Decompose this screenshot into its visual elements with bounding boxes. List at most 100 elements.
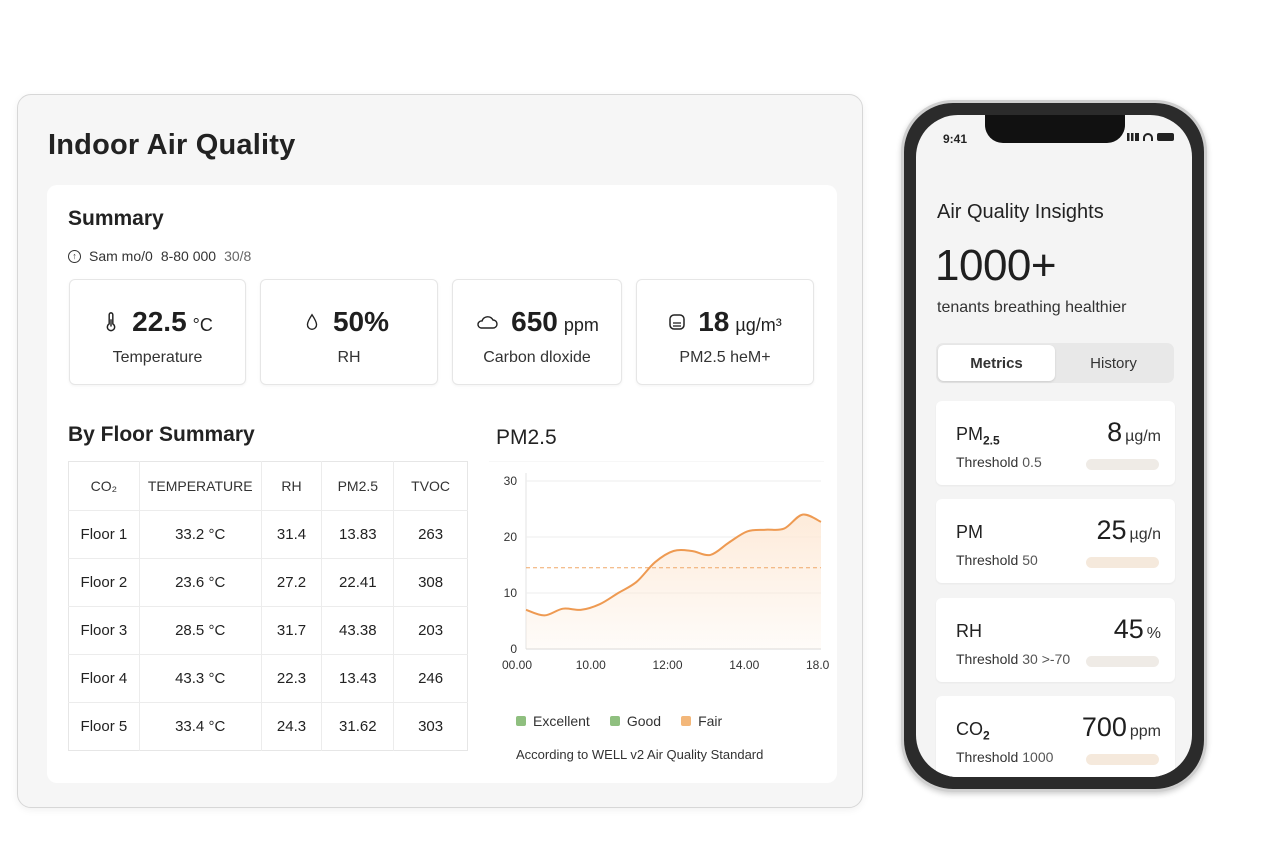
metric-label: PM2.5 heM+: [679, 349, 771, 366]
table-row[interactable]: Floor 1 33.2 °C 31.4 13.83 263: [68, 510, 468, 559]
metric-value: 18: [698, 306, 730, 337]
table-header-row: CO₂ TEMPERATURE RH PM2.5 TVOC: [68, 461, 468, 511]
x-tick-label: 12:00: [652, 658, 682, 672]
series-area: [526, 514, 821, 649]
table-cell: 27.2: [261, 558, 323, 607]
y-tick-label: 20: [504, 530, 518, 544]
series-line: [525, 513, 822, 617]
table-cell: Floor 3: [68, 606, 140, 655]
metric-value: 8 µg/m: [1107, 417, 1161, 447]
metric-name: PM2.5: [956, 424, 1000, 448]
table-cell: 28.5 °C: [139, 606, 262, 655]
tab-history[interactable]: History: [1090, 354, 1137, 372]
metric-card-pm25[interactable]: PM2.5 Threshold 0.5 8 µg/m: [936, 401, 1175, 485]
tenants-caption: tenants breathing healthier: [937, 299, 1127, 316]
threshold-bar: [1086, 656, 1159, 667]
metric-card-pm25[interactable]: 18 µg/m³ PM2.5 heM+: [636, 279, 814, 385]
table-cell: 31.4: [261, 510, 323, 559]
table-cell: 246: [393, 654, 468, 703]
column-header[interactable]: RH: [261, 461, 323, 511]
pm25-chart: 0 10 20 30 00.00 10.00 12:00 14.00 18.00: [489, 461, 829, 672]
table-cell: 23.6 °C: [139, 558, 262, 607]
column-header[interactable]: TVOC: [393, 461, 468, 511]
threshold-bar: [1086, 754, 1159, 765]
x-tick-label: 10.00: [576, 658, 606, 672]
column-header[interactable]: PM2.5: [321, 461, 395, 511]
metric-value: 650: [511, 306, 558, 337]
metric-card-rh[interactable]: 50% RH: [260, 279, 438, 385]
metric-name: PM: [956, 522, 983, 542]
summary-meta-code: 8-80 000: [160, 248, 217, 264]
chart-title: PM2.5: [496, 426, 557, 449]
wifi-icon: [1143, 133, 1153, 141]
tab-metrics[interactable]: Metrics: [938, 345, 1055, 381]
table-row[interactable]: Floor 4 43.3 °C 22.3 13.43 246: [68, 654, 468, 703]
metric-threshold: Threshold 1000: [956, 749, 1054, 765]
table-cell: 33.2 °C: [139, 510, 262, 559]
metric-value: 700 ppm: [1081, 712, 1161, 742]
metric-card-temperature[interactable]: 22.5 °C Temperature: [69, 279, 246, 385]
y-tick-label: 30: [504, 474, 518, 488]
table-cell: 203: [393, 606, 468, 655]
legend-item: Excellent: [516, 713, 590, 729]
status-icons: [1127, 133, 1174, 141]
dashboard-window: Indoor Air Quality Summary ↑ Sam mo/0 8-…: [17, 94, 863, 808]
metric-value: 50%: [332, 306, 390, 337]
metric-name: RH: [956, 621, 982, 641]
legend-label: Excellent: [533, 713, 590, 729]
metric-unit: ppm: [563, 315, 599, 335]
metric-value: 25 µg/n: [1096, 515, 1161, 545]
y-tick-label: 0: [510, 642, 517, 656]
metric-card-pm[interactable]: PM Threshold 50 25 µg/n: [936, 499, 1175, 583]
table-cell: 22.3: [261, 654, 323, 703]
metric-threshold: Threshold 30 >-70: [956, 651, 1071, 667]
table-row[interactable]: Floor 3 28.5 °C 31.7 43.38 203: [68, 606, 468, 655]
metric-card-rh[interactable]: RH Threshold 30 >-70 45%: [936, 598, 1175, 682]
cloud-icon: [477, 316, 498, 329]
metric-card-co2[interactable]: CO2 Threshold 1000 700 ppm: [936, 696, 1175, 777]
legend-swatch: [681, 716, 692, 726]
threshold-bar: [1086, 459, 1159, 470]
metric-label: Carbon dloxide: [483, 349, 591, 366]
table-cell: 22.41: [321, 558, 395, 607]
filter-icon: [669, 314, 685, 330]
column-header[interactable]: TEMPERATURE: [139, 461, 262, 511]
droplet-icon: [306, 313, 318, 330]
metric-label: Temperature: [112, 349, 203, 366]
y-tick-label: 10: [504, 586, 518, 600]
summary-title: Summary: [68, 207, 164, 230]
x-tick-label: 14.00: [729, 658, 759, 672]
phone-title: Air Quality Insights: [937, 201, 1104, 223]
status-time: 9:41: [943, 132, 968, 146]
column-header[interactable]: CO₂: [68, 461, 140, 511]
upload-icon: ↑: [68, 249, 81, 263]
chart-legend: Excellent Good Fair: [516, 713, 722, 729]
table-cell: Floor 1: [68, 510, 140, 559]
summary-meta: ↑ Sam mo/0 8-80 000 30/8: [68, 248, 251, 264]
metric-unit: °C: [192, 315, 213, 335]
table-cell: 263: [393, 510, 468, 559]
table-row[interactable]: Floor 2 23.6 °C 27.2 22.41 308: [68, 558, 468, 607]
signal-icon: [1127, 133, 1139, 141]
table-cell: 43.3 °C: [139, 654, 262, 703]
metric-card-co2[interactable]: 650 ppm Carbon dloxide: [452, 279, 622, 385]
legend-label: Good: [626, 713, 662, 729]
threshold-bar: [1086, 557, 1159, 568]
legend-label: Fair: [698, 713, 723, 729]
page-title: Indoor Air Quality: [48, 129, 296, 161]
summary-meta-user: Sam mo/0: [89, 248, 153, 264]
metric-unit: µg/m³: [735, 315, 782, 335]
table-cell: 43.38: [321, 606, 395, 655]
table-cell: 13.43: [321, 654, 395, 703]
legend-swatch: [609, 716, 620, 726]
table-cell: Floor 2: [68, 558, 140, 607]
table-cell: 31.7: [261, 606, 323, 655]
metric-value: 22.5: [132, 306, 187, 337]
metric-threshold: Threshold 0.5: [956, 454, 1042, 470]
table-cell: 33.4 °C: [139, 702, 262, 751]
battery-icon: [1157, 133, 1174, 141]
table-cell: 303: [418, 718, 444, 735]
legend-swatch: [516, 716, 526, 726]
table-row[interactable]: Floor 5 33.4 °C 24.3 31.62 303: [68, 702, 468, 751]
